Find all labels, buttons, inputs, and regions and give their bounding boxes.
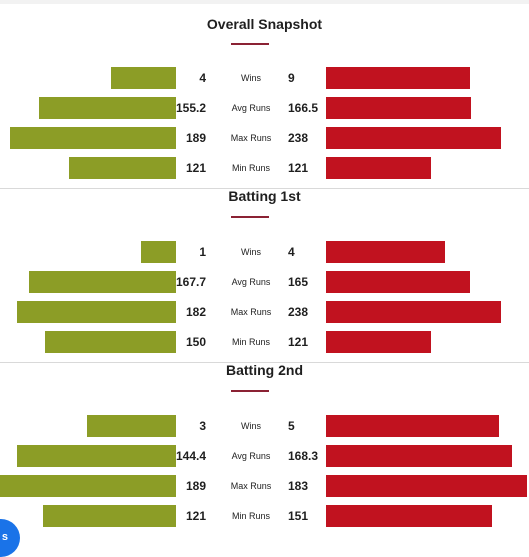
right-team-bar: [326, 415, 499, 437]
top-border: [0, 0, 529, 4]
right-team-value: 151: [288, 509, 309, 523]
left-team-value: 3: [199, 419, 206, 433]
section-title: Overall Snapshot: [206, 16, 323, 32]
left-team-value: 182: [185, 305, 206, 319]
stat-label: Wins: [241, 73, 261, 83]
left-team-value: 155.2: [175, 101, 206, 115]
right-team-bar: [326, 445, 512, 467]
right-team-value: 183: [288, 479, 309, 493]
left-team-bar: [10, 127, 176, 149]
left-team-value: 144.4: [175, 449, 206, 463]
left-team-bar: [39, 97, 176, 119]
left-team-bar: [17, 301, 176, 323]
section-title-underline: [231, 43, 269, 45]
left-team-value: 121: [185, 509, 206, 523]
stat-label: Max Runs: [230, 133, 272, 143]
right-team-bar: [326, 331, 431, 353]
right-team-value: 165: [288, 275, 309, 289]
right-team-value: 238: [288, 131, 309, 145]
left-team-value: 189: [185, 131, 206, 145]
right-team-bar: [326, 271, 470, 293]
stat-label: Min Runs: [231, 511, 270, 521]
left-team-value: 121: [185, 161, 206, 175]
left-team-bar: [87, 415, 176, 437]
left-team-value: 4: [199, 71, 206, 85]
right-team-value: 121: [288, 161, 309, 175]
right-team-bar: [326, 475, 527, 497]
fab-label: s: [1, 531, 8, 543]
stat-label: Wins: [241, 421, 261, 431]
right-team-value: 9: [288, 71, 295, 85]
section-title-underline: [231, 390, 269, 392]
left-team-bar: [69, 157, 176, 179]
stat-label: Wins: [241, 247, 261, 257]
right-team-bar: [326, 301, 501, 323]
left-team-bar: [45, 331, 176, 353]
left-team-bar: [17, 445, 176, 467]
left-team-value: 150: [185, 335, 206, 349]
right-team-value: 166.5: [288, 101, 319, 115]
right-team-bar: [326, 241, 445, 263]
section-title: Batting 1st: [228, 188, 301, 204]
section-title: Batting 2nd: [226, 362, 303, 378]
left-team-bar: [29, 271, 176, 293]
left-team-bar: [111, 67, 176, 89]
floating-action-button[interactable]: s: [0, 519, 20, 557]
stat-label: Avg Runs: [231, 277, 271, 287]
right-team-value: 5: [288, 419, 295, 433]
right-team-bar: [326, 97, 471, 119]
stat-label: Max Runs: [230, 481, 272, 491]
stat-label: Min Runs: [231, 163, 270, 173]
stat-label: Avg Runs: [231, 451, 271, 461]
right-team-value: 168.3: [288, 449, 319, 463]
section-divider: [0, 362, 529, 363]
stat-label: Min Runs: [231, 337, 270, 347]
right-team-bar: [326, 67, 470, 89]
right-team-value: 4: [288, 245, 295, 259]
left-team-bar: [0, 475, 176, 497]
left-team-value: 167.7: [175, 275, 206, 289]
right-team-bar: [326, 157, 431, 179]
section-title-underline: [231, 216, 269, 218]
right-team-bar: [326, 127, 501, 149]
left-team-bar: [141, 241, 176, 263]
left-team-value: 189: [185, 479, 206, 493]
right-team-bar: [326, 505, 492, 527]
left-team-value: 1: [199, 245, 206, 259]
stat-label: Max Runs: [230, 307, 272, 317]
right-team-value: 238: [288, 305, 309, 319]
stat-label: Avg Runs: [231, 103, 271, 113]
section-divider: [0, 188, 529, 189]
right-team-value: 121: [288, 335, 309, 349]
left-team-bar: [43, 505, 176, 527]
